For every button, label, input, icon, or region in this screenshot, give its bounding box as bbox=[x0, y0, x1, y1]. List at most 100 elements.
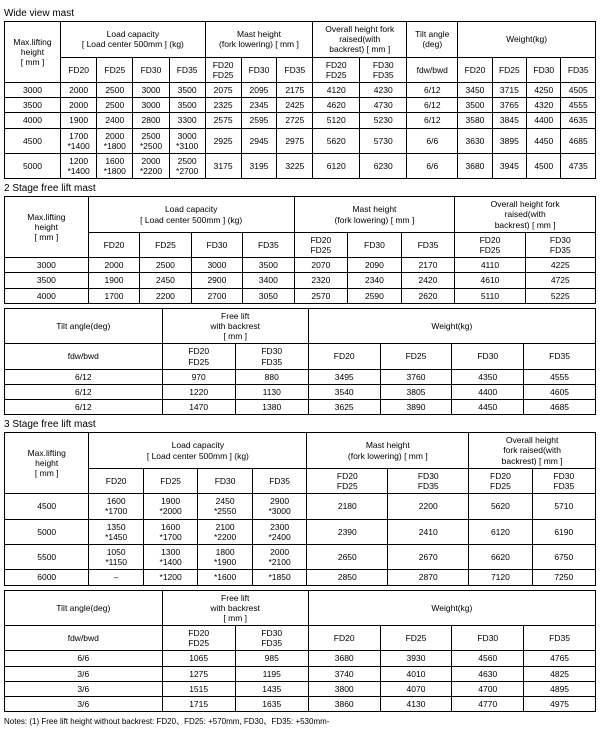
cell: 4610 bbox=[455, 273, 525, 288]
cell: 2650 bbox=[307, 544, 388, 569]
hdr: FD20 bbox=[308, 626, 380, 651]
section1-title: Wide view mast bbox=[4, 8, 596, 19]
cell: 4630 bbox=[452, 666, 524, 681]
table-3stage-a: Max.lifting height [ mm ] Load capacity … bbox=[4, 432, 596, 585]
cell: 2575 bbox=[205, 113, 241, 128]
cell: 5110 bbox=[455, 288, 525, 303]
hdr-mastheight: Mast height (fork lowering) [ mm ] bbox=[205, 22, 313, 58]
cell: 1130 bbox=[235, 384, 308, 399]
cell: 2070 bbox=[294, 258, 348, 273]
table-row: 6000–*1200*1600*18502850287071207250 bbox=[5, 570, 596, 585]
cell: 2450 *2550 bbox=[198, 494, 252, 519]
cell: 1600 *1700 bbox=[89, 494, 143, 519]
cell: 4010 bbox=[380, 666, 452, 681]
cell: 2090 bbox=[348, 258, 402, 273]
cell: 2325 bbox=[205, 98, 241, 113]
cell: 1800 *1900 bbox=[198, 544, 252, 569]
hdr: FD35 bbox=[561, 57, 596, 82]
cell: 5620 bbox=[469, 494, 532, 519]
table-row: 3/6127511953740401046304825 bbox=[5, 666, 596, 681]
hdr: FD25 bbox=[140, 232, 191, 257]
cell: 2000 bbox=[61, 82, 97, 97]
hdr: FD30 FD35 bbox=[235, 626, 308, 651]
cell: 4685 bbox=[561, 128, 596, 153]
hdr: FD30 FD35 bbox=[360, 57, 407, 82]
cell: 6/12 bbox=[5, 369, 163, 384]
cell: 6120 bbox=[469, 519, 532, 544]
cell: 1700 *1400 bbox=[61, 128, 97, 153]
cell: 3680 bbox=[308, 651, 380, 666]
hdr: FD20 bbox=[458, 57, 492, 82]
cell: 2200 bbox=[140, 288, 191, 303]
cell: 5000 bbox=[5, 153, 61, 178]
hdr: FD35 bbox=[277, 57, 313, 82]
cell: 6620 bbox=[469, 544, 532, 569]
cell: 2925 bbox=[205, 128, 241, 153]
cell: *1850 bbox=[252, 570, 306, 585]
cell: 3/6 bbox=[5, 697, 163, 712]
hdr: FD20 FD25 bbox=[313, 57, 360, 82]
hdr: FD30 bbox=[452, 626, 524, 651]
cell: 2200 bbox=[388, 494, 469, 519]
cell: 1600 *1800 bbox=[97, 153, 133, 178]
cell: 3630 bbox=[458, 128, 492, 153]
table-row: 50001200 *14001600 *18002000 *22002500 *… bbox=[5, 153, 596, 178]
hdr: FD30 bbox=[191, 232, 242, 257]
hdr: FD35 bbox=[169, 57, 205, 82]
hdr: FD20 bbox=[308, 344, 380, 369]
hdr: FD20 FD25 bbox=[205, 57, 241, 82]
cell: 5120 bbox=[313, 113, 360, 128]
hdr: FD25 bbox=[143, 468, 197, 493]
cell: 2000 *2200 bbox=[133, 153, 169, 178]
cell: 970 bbox=[162, 369, 235, 384]
hdr: fdw/bwd bbox=[407, 57, 458, 82]
hdr-tilt: Tilt angle(deg) bbox=[5, 308, 163, 344]
cell: 1220 bbox=[162, 384, 235, 399]
hdr-weight: Weight(kg) bbox=[458, 22, 596, 58]
hdr-mastheight: Mast height (fork lowering) [ mm ] bbox=[294, 197, 455, 233]
hdr-maxlift: Max.lifting height [ mm ] bbox=[5, 22, 61, 83]
cell: 3500 bbox=[169, 98, 205, 113]
cell: 3680 bbox=[458, 153, 492, 178]
cell: 4110 bbox=[455, 258, 525, 273]
cell: 6/12 bbox=[5, 400, 163, 415]
cell: 2170 bbox=[401, 258, 455, 273]
cell: 5230 bbox=[360, 113, 407, 128]
hdr: FD20 FD25 bbox=[307, 468, 388, 493]
cell: 1900 bbox=[88, 273, 139, 288]
cell: 3500 bbox=[5, 98, 61, 113]
cell: 3000 bbox=[191, 258, 242, 273]
hdr: FD30 bbox=[198, 468, 252, 493]
cell: 3580 bbox=[458, 113, 492, 128]
cell: 2800 bbox=[133, 113, 169, 128]
cell: 2175 bbox=[277, 82, 313, 97]
cell: 1900 *2000 bbox=[143, 494, 197, 519]
cell: 2500 bbox=[97, 98, 133, 113]
cell: 6190 bbox=[532, 519, 595, 544]
cell: 4725 bbox=[525, 273, 595, 288]
hdr: FD30 FD35 bbox=[388, 468, 469, 493]
cell: 1715 bbox=[162, 697, 235, 712]
cell: 3000 bbox=[5, 258, 89, 273]
cell: 6/6 bbox=[5, 651, 163, 666]
cell: 4560 bbox=[452, 651, 524, 666]
table-row: 3500200025003000350023252345242546204730… bbox=[5, 98, 596, 113]
cell: 7120 bbox=[469, 570, 532, 585]
cell: 6230 bbox=[360, 153, 407, 178]
cell: 2000 bbox=[88, 258, 139, 273]
cell: 3860 bbox=[308, 697, 380, 712]
cell: 1700 bbox=[88, 288, 139, 303]
cell: 5730 bbox=[360, 128, 407, 153]
cell: 3945 bbox=[492, 153, 526, 178]
table-row: 6/610659853680393045604765 bbox=[5, 651, 596, 666]
cell: 3500 bbox=[458, 98, 492, 113]
cell: 6120 bbox=[313, 153, 360, 178]
table-wide-view: Max.lifting height [ mm ] Load capacity … bbox=[4, 21, 596, 179]
cell: 1600 *1700 bbox=[143, 519, 197, 544]
cell: 4620 bbox=[313, 98, 360, 113]
cell: 2425 bbox=[277, 98, 313, 113]
hdr-loadcap: Load capacity [ Load center 500mm ] (kg) bbox=[89, 433, 307, 469]
hdr-weight: Weight(kg) bbox=[308, 308, 595, 344]
cell: 2500 bbox=[97, 82, 133, 97]
hdr-freelift: Free lift with backrest [ mm ] bbox=[162, 590, 308, 626]
